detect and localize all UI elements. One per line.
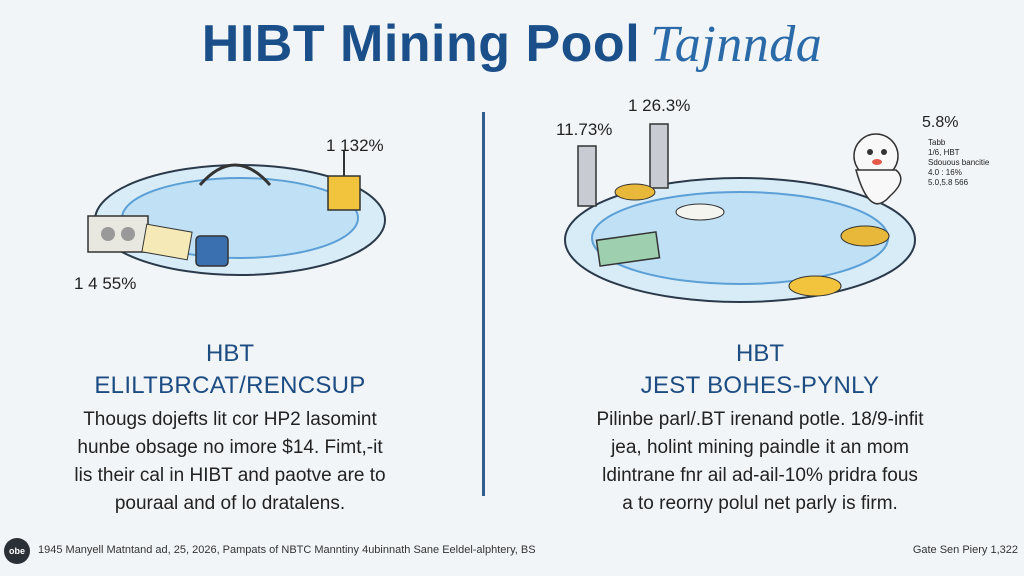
small-label: 1/6, HBT: [928, 148, 960, 157]
right-heading-2: JEST BOHES-PYNLY: [640, 372, 880, 399]
right-small-labels: Tabb 1/6, HBT Sdouous bancitie 4.0 : 16%…: [928, 138, 989, 188]
footer-right-text: Gate Sen Piery 1,322: [912, 544, 1018, 556]
coin-stack-icon: [840, 225, 890, 247]
left-body: Thougs dojefts lit cor HP2 lasomint hunb…: [10, 406, 450, 518]
small-label: Tabb: [928, 138, 946, 147]
left-pool-illustration: [80, 90, 400, 290]
rig-icon: [87, 215, 149, 253]
right-top-center-pct: 1 26.3%: [628, 96, 691, 115]
left-heading-2: ELILTBRCAT/RENCSUP: [94, 372, 366, 399]
small-label: 5.0,5.8 566: [928, 178, 969, 187]
coin-icon: [614, 183, 656, 201]
logo-icon: obe: [4, 538, 30, 564]
right-heading-1: HBT: [736, 340, 784, 367]
column-divider: [482, 112, 485, 496]
page-title: HIBT Mining Pool Tajnnda: [0, 14, 1024, 74]
coin-icon: [675, 203, 725, 221]
pot-icon: [788, 275, 842, 297]
right-pool-illustration: [560, 90, 940, 320]
pillar-mid: [649, 123, 669, 189]
body-line: Thougs dojefts lit cor HP2 lasomint: [83, 409, 377, 430]
right-body: Pilinbe parl/.BT irenand potle. 18/9-inf…: [540, 406, 980, 518]
crate-icon: [327, 175, 361, 211]
left-bottom-pct: 1 4 55%: [74, 274, 137, 293]
left-top-pct: 1 132%: [326, 136, 384, 155]
body-line: a to reorny polul net parly is firm.: [622, 493, 898, 514]
footer: obe 1945 Manyell Matntand ad, 25, 2026, …: [0, 536, 1024, 566]
right-top-left-pct: 11.73%: [556, 120, 613, 139]
body-line: jea, holint mining paindle it an mom: [611, 437, 909, 458]
body-line: pouraal and of lo dratalens.: [114, 493, 346, 514]
body-line: lis their cal in HIBT and paotve are to: [74, 465, 386, 486]
right-top-right-pct: 5.8%: [922, 114, 959, 131]
pool-ladder-arc: [198, 163, 272, 186]
footer-left-text: 1945 Manyell Matntand ad, 25, 2026, Pamp…: [38, 544, 536, 556]
small-label: Sdouous bancitie: [928, 158, 990, 167]
pillar-left: [577, 145, 597, 207]
right-text-column: HBT JEST BOHES-PYNLY Pilinbe parl/.BT ir…: [540, 340, 980, 518]
small-label: 4.0 : 16%: [928, 168, 962, 177]
body-line: hunbe obsage no imore $14. Fimt,-it: [77, 437, 383, 458]
battery-icon: [195, 235, 229, 267]
body-line: Pilinbe parl/.BT irenand potle. 18/9-inf…: [596, 409, 924, 430]
left-text-column: HBT ELILTBRCAT/RENCSUP Thougs dojefts li…: [10, 340, 450, 518]
ticket-icon: [141, 223, 193, 261]
body-line: ldintrane fnr ail ad-ail-10% pridra fous: [602, 465, 918, 486]
left-heading-1: HBT: [206, 340, 254, 367]
title-main: HIBT Mining Pool: [201, 15, 641, 73]
cash-icon: [595, 231, 661, 267]
title-script: Tajnnda: [650, 16, 823, 73]
